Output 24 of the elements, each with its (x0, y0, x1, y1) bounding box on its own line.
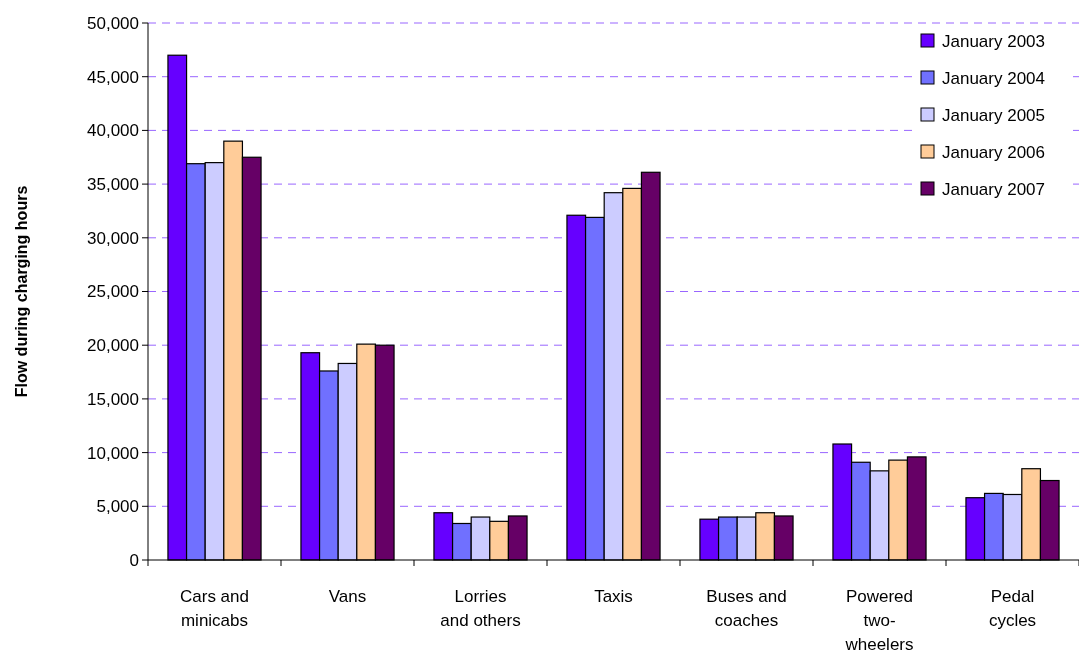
y-axis-title: Flow during charging hours (13, 185, 30, 398)
legend-label: January 2007 (942, 179, 1046, 199)
x-tick-label: Lorries and others (440, 587, 521, 630)
legend-label: January 2006 (942, 142, 1046, 162)
y-tick-label: 10,000 (87, 443, 139, 463)
x-tick-label: Powered two-wheelers (844, 587, 914, 654)
x-tick-label: Buses and coaches (706, 587, 787, 630)
legend-label: January 2004 (942, 68, 1046, 88)
x-tick-label: Pedal cycles (988, 587, 1037, 630)
x-tick-label: Vans (328, 587, 367, 606)
y-tick-label: 30,000 (87, 228, 139, 248)
y-tick-label: 25,000 (87, 282, 139, 302)
y-tick-label: 15,000 (87, 389, 139, 409)
y-tick-label: 35,000 (87, 175, 139, 195)
x-tick-label: Cars and minicabs (180, 587, 249, 630)
y-tick-label: 0 (129, 550, 139, 570)
legend-label: January 2003 (942, 31, 1046, 51)
legend-label: January 2005 (942, 105, 1046, 125)
y-tick-label: 20,000 (87, 336, 139, 356)
y-tick-label: 50,000 (87, 13, 139, 33)
x-tick-label: Taxis (594, 587, 633, 606)
y-tick-label: 40,000 (87, 121, 139, 141)
y-tick-label: 45,000 (87, 67, 139, 87)
y-tick-label: 5,000 (96, 497, 139, 517)
